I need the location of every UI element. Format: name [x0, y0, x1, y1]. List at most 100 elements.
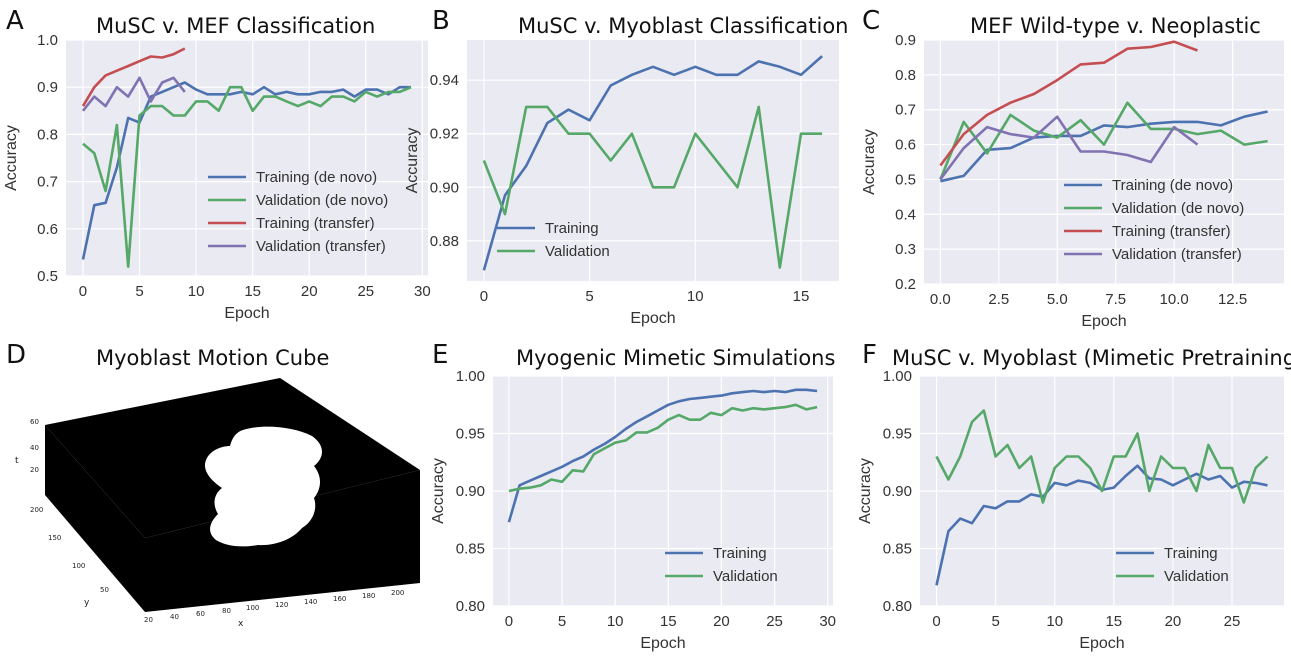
x-tick-label: 20 [713, 613, 730, 630]
cube-x-tick: 40 [170, 613, 179, 621]
y-tick-label: 0.88 [430, 233, 459, 250]
series-line-1 [82, 85, 412, 268]
cube-z-label: t [15, 456, 19, 466]
x-tick-label: 15 [1105, 613, 1122, 630]
cube-y-tick-150: 150 [48, 534, 61, 542]
x-tick-label: 25 [357, 283, 374, 300]
cube-left-face [45, 425, 145, 612]
legend-label: Training [545, 220, 599, 237]
x-tick-label: 0 [505, 613, 513, 630]
y-tick-label: 0.95 [883, 426, 912, 443]
series-line-0 [940, 110, 1268, 183]
y-tick-label: 0.5 [895, 171, 916, 188]
series-line-1 [508, 403, 818, 493]
y-tick-label: 0.8 [895, 67, 916, 84]
y-tick-label: 0.80 [456, 598, 485, 615]
y-tick-label: 0.85 [883, 541, 912, 558]
x-tick-label: 25 [766, 613, 783, 630]
x-tick-label: 10 [188, 283, 205, 300]
cell-blob [204, 426, 322, 547]
legend-label: Validation (de novo) [256, 192, 388, 209]
x-tick-label: 10 [1046, 613, 1063, 630]
y-tick-label: 0.90 [456, 483, 485, 500]
y-axis-label: Accuracy [404, 128, 421, 194]
cube-x-label: x [238, 619, 244, 629]
x-tick-label: 5 [558, 613, 566, 630]
y-tick-label: 0.90 [430, 179, 459, 196]
y-tick-label: 0.4 [895, 206, 916, 223]
legend-label: Validation (transfer) [256, 238, 386, 255]
x-tick-label: 5 [585, 288, 593, 305]
y-tick-label: 0.6 [895, 137, 916, 154]
cube-x-tick: 100 [246, 604, 259, 612]
series-line-2 [939, 40, 1198, 167]
y-tick-label: 0.8 [37, 126, 58, 143]
cube-x-tick: 180 [362, 592, 375, 600]
y-tick-label: 0.92 [430, 126, 459, 143]
y-tick-label: 0.2 [895, 276, 916, 293]
y-tick-label: 1.00 [456, 368, 485, 385]
x-tick-label: 15 [660, 613, 677, 630]
y-tick-label: 1.00 [883, 368, 912, 385]
series-line-0 [81, 81, 411, 260]
panel-letter-a: A [6, 6, 24, 36]
legend-label: Validation (de novo) [1112, 200, 1244, 217]
x-tick-label: 30 [414, 283, 431, 300]
x-tick-label: 0 [932, 613, 940, 630]
cube-x-tick: 20 [144, 616, 153, 624]
legend-label: Validation [713, 568, 778, 585]
y-tick-label: 0.7 [37, 174, 58, 191]
legend-label: Training (de novo) [1112, 177, 1233, 194]
panel-title-f: MuSC v. Myoblast (Mimetic Pretraining) [892, 346, 1291, 370]
cube-y-tick-100: 100 [72, 562, 85, 570]
legend-label: Training (de novo) [256, 169, 377, 186]
series-line-1 [935, 409, 1269, 504]
cube-z-tick-60: 60 [30, 418, 39, 426]
series-line-1 [939, 101, 1268, 180]
panel-title-d: Myoblast Motion Cube [96, 346, 330, 370]
cube-y-label: y [84, 598, 90, 608]
x-tick-label: 10 [687, 288, 704, 305]
y-tick-label: 0.94 [430, 72, 459, 89]
panel-letter-c: C [862, 6, 881, 36]
cube-x-ticks: 20 40 60 80 100 120 140 160 180 200 [144, 589, 404, 624]
cube-y-tick-200: 200 [30, 506, 43, 514]
y-tick-label: 0.85 [456, 541, 485, 558]
series-line-3 [939, 115, 1199, 181]
series-line-3 [81, 76, 186, 112]
legend-label: Validation [1164, 568, 1229, 585]
legend-label: Training (transfer) [256, 215, 375, 232]
x-tick-label: 5 [135, 283, 143, 300]
cube-y-tick-50: 50 [100, 586, 109, 594]
panel-letter-e: E [432, 340, 449, 370]
x-axis-label: Epoch [630, 310, 675, 327]
x-tick-label: 20 [301, 283, 318, 300]
panel-title-c: MEF Wild-type v. Neoplastic [970, 14, 1261, 38]
cube-z-tick-40: 40 [30, 444, 39, 452]
y-tick-label: 0.9 [895, 32, 916, 49]
x-tick-label: 0.0 [930, 291, 951, 308]
series-line-0 [507, 388, 818, 523]
x-tick-label: 10.0 [1160, 291, 1189, 308]
x-tick-label: 30 [819, 613, 836, 630]
x-tick-label: 25 [1224, 613, 1241, 630]
series-line-1 [482, 105, 823, 269]
plot-area [924, 40, 1284, 284]
series-line-0 [482, 55, 823, 271]
cube-x-tick: 60 [196, 610, 205, 618]
y-tick-label: 0.5 [37, 268, 58, 285]
panel-title-e: Myogenic Mimetic Simulations [516, 346, 836, 370]
series-line-2 [81, 47, 186, 107]
x-tick-label: 12.5 [1218, 291, 1247, 308]
cube-x-tick: 120 [275, 601, 288, 609]
legend-label: Training [1164, 545, 1218, 562]
x-tick-label: 15 [244, 283, 261, 300]
x-axis-label: Epoch [1079, 635, 1124, 652]
y-axis-label: Accuracy [430, 458, 447, 524]
legend-label: Training (transfer) [1112, 223, 1231, 240]
y-tick-label: 0.7 [895, 102, 916, 119]
y-tick-label: 0.3 [895, 241, 916, 258]
x-tick-label: 10 [607, 613, 624, 630]
x-tick-label: 0 [79, 283, 87, 300]
chart-b: 0 5 10 15 0.88 0.90 0.92 0.94 Epoch Accuracy Train… [0, 0, 860, 330]
